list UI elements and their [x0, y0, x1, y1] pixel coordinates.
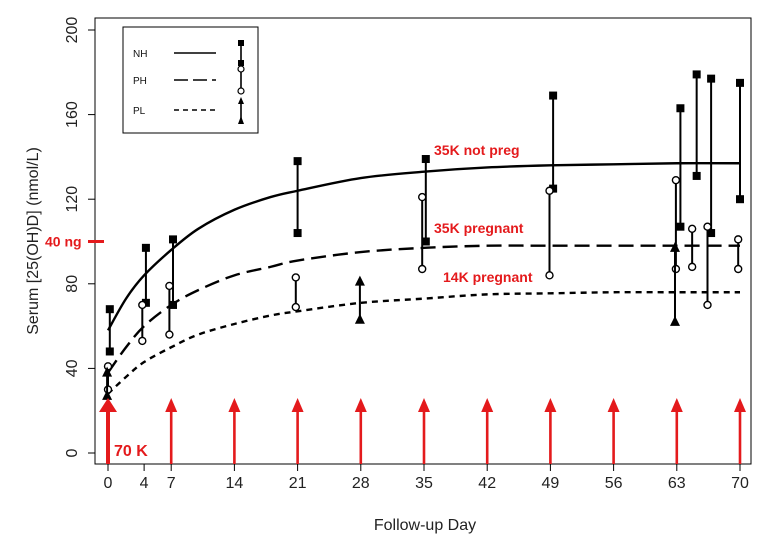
marker-ph-low — [138, 336, 147, 346]
marker-nh-low — [421, 237, 430, 246]
marker-nh-low — [692, 171, 701, 180]
marker-ph-high — [417, 192, 427, 202]
marker-nh-high — [549, 91, 558, 100]
marker-nh-high — [707, 74, 716, 83]
y-tick-label: 160 — [64, 101, 81, 128]
marker-nh-low — [169, 300, 178, 309]
marker-ph-high — [138, 300, 147, 310]
x-tick-label: 70 — [731, 475, 749, 492]
curve-label-ph: 35K pregnant — [434, 220, 524, 236]
marker-nh-high — [293, 157, 302, 166]
x-tick-label: 42 — [478, 475, 496, 492]
dose-arrow-head — [734, 398, 746, 412]
marker-nh-high — [692, 70, 701, 79]
y-tick-label: 0 — [64, 448, 81, 457]
annotation-40ng: 40 ng — [45, 234, 82, 250]
marker-ph-high — [545, 186, 554, 195]
marker-pl-high — [354, 275, 365, 286]
dose-arrow-head — [418, 398, 430, 412]
marker-nh-high — [169, 235, 178, 244]
marker-ph-high — [687, 224, 697, 234]
x-tick-label: 35 — [415, 475, 433, 492]
legend-label: NH — [133, 49, 147, 60]
y-tick-label: 80 — [64, 275, 81, 293]
curve-label-nh: 35K not preg — [434, 142, 520, 158]
marker-ph-low — [291, 302, 300, 312]
marker-ph-low — [733, 264, 743, 274]
marker-nh-low — [707, 229, 716, 238]
x-tick-label: 21 — [289, 475, 307, 492]
marker-ph-high — [733, 235, 743, 244]
annotation-70k: 70 K — [114, 443, 148, 460]
dose-arrow-head — [354, 398, 367, 412]
legend-circle-icon — [237, 65, 245, 73]
legend-triangle-icon — [238, 116, 244, 124]
marker-nh-low — [736, 195, 744, 204]
legend: NH PH PL — [122, 26, 259, 134]
marker-nh-high — [141, 243, 150, 252]
y-tick-label: 40 — [64, 359, 81, 377]
dose-arrow-head — [670, 398, 683, 412]
marker-nh-high — [105, 305, 114, 314]
marker-pl-high — [669, 241, 680, 252]
x-axis-title: Follow-up Day — [374, 517, 476, 534]
dose-arrow-head — [291, 398, 304, 412]
marker-ph-high — [703, 222, 712, 231]
marker-ph-low — [545, 271, 554, 280]
marker-ph-low — [703, 300, 712, 310]
x-tick-label: 0 — [104, 475, 113, 492]
data-ranges — [102, 70, 744, 400]
curve-label-pl: 14K pregnant — [443, 269, 533, 285]
dose-arrow-head — [165, 398, 178, 412]
dose-arrow-head — [607, 398, 620, 412]
marker-ph-high — [671, 175, 681, 185]
legend-triangle-icon — [238, 97, 244, 104]
dose-arrow-head — [481, 398, 494, 412]
x-tick-label: 4 — [140, 475, 149, 492]
x-tick-label: 56 — [605, 475, 623, 492]
y-axis-title: Serum [25(OH)D] (nmol/L) — [25, 147, 42, 335]
marker-pl-low — [102, 389, 113, 400]
annotations: 35K not preg 35K pregnant 14K pregnant 40 n… — [45, 142, 533, 460]
dose-arrow-head — [544, 398, 557, 412]
legend-label: PH — [133, 76, 147, 87]
x-tick-label: 49 — [542, 475, 560, 492]
marker-ph-high — [291, 273, 300, 282]
dose-arrow-head — [99, 398, 117, 412]
y-tick-label: 120 — [64, 186, 81, 213]
x-tick-label: 28 — [352, 475, 370, 492]
marker-ph-low — [165, 330, 174, 339]
curve-pl — [107, 290, 740, 395]
legend-label: PL — [133, 106, 146, 117]
marker-ph-low — [417, 264, 427, 274]
marker-ph-high — [165, 281, 174, 291]
legend-box — [122, 26, 259, 134]
x-tick-label: 7 — [167, 475, 176, 492]
marker-nh-high — [421, 155, 430, 164]
x-tick-label: 63 — [668, 475, 686, 492]
marker-nh-low — [293, 229, 302, 238]
marker-ph-low — [687, 262, 697, 272]
marker-nh-high — [736, 78, 744, 87]
y-tick-label: 200 — [64, 17, 81, 44]
x-tick-label: 14 — [226, 475, 244, 492]
dose-arrows — [99, 398, 746, 464]
marker-pl-high — [102, 366, 113, 377]
axes: 0 4 7 14 21 28 35 42 49 56 63 70 0 40 80 120 160 200 Follo… — [25, 17, 749, 534]
dose-arrow-head — [228, 398, 241, 412]
marker-nh-low — [105, 347, 114, 356]
curve-ph — [107, 244, 740, 374]
legend-square-icon — [238, 60, 244, 66]
marker-pl-low — [354, 313, 365, 324]
marker-nh-high — [676, 104, 685, 113]
marker-pl-low — [669, 315, 680, 326]
legend-square-icon — [238, 40, 244, 46]
marker-nh-low — [676, 222, 685, 231]
legend-circle-icon — [237, 87, 245, 95]
